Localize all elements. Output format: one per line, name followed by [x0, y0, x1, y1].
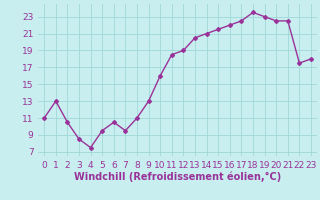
X-axis label: Windchill (Refroidissement éolien,°C): Windchill (Refroidissement éolien,°C): [74, 171, 281, 182]
